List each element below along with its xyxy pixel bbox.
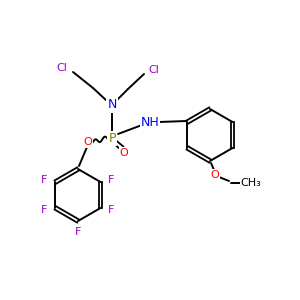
Text: CH₃: CH₃ (241, 178, 261, 188)
Text: O: O (84, 137, 92, 147)
Text: F: F (41, 205, 48, 215)
Text: O: O (211, 170, 219, 180)
Text: Cl: Cl (57, 63, 68, 73)
Text: F: F (75, 227, 81, 237)
Text: NH: NH (141, 116, 159, 128)
Text: N: N (107, 98, 117, 112)
Text: O: O (120, 148, 128, 158)
Text: P: P (108, 131, 116, 145)
Text: F: F (108, 175, 115, 185)
Text: F: F (41, 175, 48, 185)
Text: Cl: Cl (148, 65, 159, 75)
Text: F: F (108, 205, 115, 215)
